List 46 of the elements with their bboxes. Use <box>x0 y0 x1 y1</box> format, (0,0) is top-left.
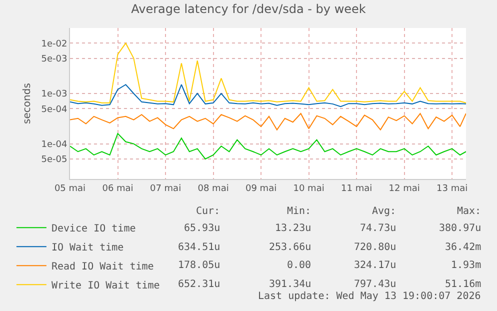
text: 0.00 <box>287 260 312 271</box>
text: Avg: <box>372 206 396 217</box>
legend-label: Write IO Wait time <box>51 280 160 292</box>
y-tick-label: 1e-04 <box>41 140 68 150</box>
x-tick-label: 11 mai <box>340 184 372 194</box>
text: 324.17u <box>354 260 396 271</box>
line-series <box>70 42 466 104</box>
legend-label: Read IO Wait time <box>51 261 154 272</box>
x-tick-label: 07 mai <box>150 184 182 194</box>
text: 13.23u <box>275 223 312 234</box>
x-tick-label: 10 mai <box>293 184 324 194</box>
y-tick-label: 1e-03 <box>41 90 68 100</box>
text: 634.51u <box>178 242 220 253</box>
text: 797.43u <box>354 279 396 290</box>
y-tick-label: 5e-04 <box>41 104 68 115</box>
text: 391.34u <box>269 279 312 290</box>
y-tick-label: 5e-03 <box>41 54 68 64</box>
x-tick-label: 12 mai <box>388 184 420 194</box>
text: Last update: Wed May 13 19:00:07 2026 <box>258 291 481 302</box>
chart-title: Average latency for /dev/sda - by week <box>131 2 366 16</box>
line-series <box>70 113 466 130</box>
text: 74.73u <box>360 223 396 234</box>
text: 36.42m <box>445 242 482 253</box>
x-tick-label: 08 mai <box>198 184 229 194</box>
text: Cur: <box>196 206 220 217</box>
y-axis-title: seconds <box>22 83 34 124</box>
y-tick-label: 1e-02 <box>41 39 68 50</box>
text: 1.93m <box>451 260 482 271</box>
text: 720.80u <box>354 242 396 253</box>
text: 65.93u <box>184 223 220 234</box>
y-tick-label: 5e-05 <box>41 155 68 166</box>
text: 51.16m <box>445 279 482 290</box>
text: 253.66u <box>269 242 312 253</box>
text: 178.05u <box>178 260 220 271</box>
text: Min: <box>287 206 312 217</box>
x-tick-label: 06 mai <box>102 184 134 194</box>
text: 652.31u <box>178 279 220 290</box>
x-tick-label: 13 mai <box>436 184 468 194</box>
legend-label: IO Wait time <box>51 242 124 254</box>
text: 380.97u <box>439 223 482 234</box>
x-tick-label: 05 mai <box>54 184 86 194</box>
x-tick-label: 09 mai <box>245 184 277 194</box>
line-series <box>70 84 466 108</box>
text: Max: <box>457 206 482 217</box>
line-series <box>70 133 466 160</box>
legend-label: Device IO time <box>51 223 136 234</box>
